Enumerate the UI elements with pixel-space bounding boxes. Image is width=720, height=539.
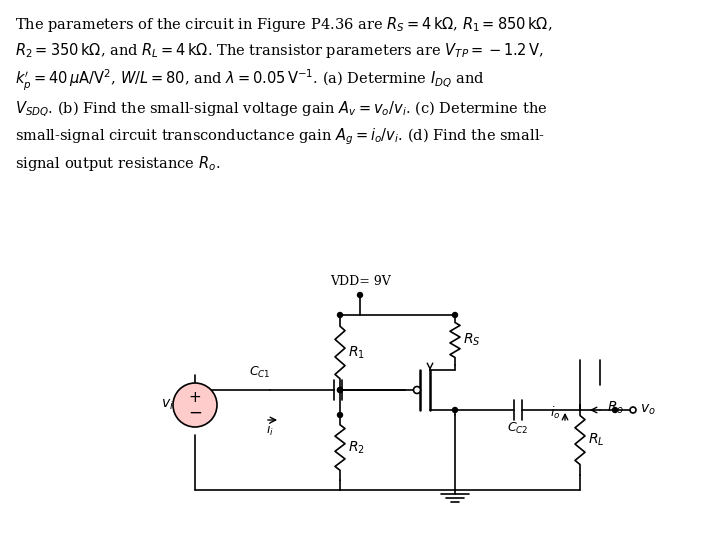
Circle shape <box>630 407 636 413</box>
Circle shape <box>338 388 343 392</box>
Circle shape <box>358 293 362 298</box>
Text: $R_1$: $R_1$ <box>348 344 365 361</box>
Text: $i_i$: $i_i$ <box>266 422 274 438</box>
Circle shape <box>452 313 457 317</box>
Circle shape <box>338 412 343 418</box>
Circle shape <box>338 388 343 392</box>
Circle shape <box>413 386 420 393</box>
Circle shape <box>452 407 457 412</box>
Text: $C_{C2}$: $C_{C2}$ <box>507 420 528 436</box>
Circle shape <box>173 383 217 427</box>
Circle shape <box>613 407 618 412</box>
Circle shape <box>338 313 343 317</box>
Text: VDD= 9V: VDD= 9V <box>330 275 390 288</box>
Text: $i_o$: $i_o$ <box>550 405 560 421</box>
Text: $C_{C1}$: $C_{C1}$ <box>249 364 271 379</box>
Text: $R_L$: $R_L$ <box>588 432 605 448</box>
Text: $R_o$: $R_o$ <box>607 400 624 416</box>
Text: $v_i$: $v_i$ <box>161 398 174 412</box>
Text: −: − <box>188 404 202 422</box>
Text: $R_S$: $R_S$ <box>463 332 480 348</box>
Text: The parameters of the circuit in Figure P4.36 are $R_S = 4\,\mathrm{k\Omega}$, $: The parameters of the circuit in Figure … <box>15 15 552 173</box>
Text: $v_o$: $v_o$ <box>640 403 656 417</box>
Text: +: + <box>189 390 202 405</box>
Text: $R_2$: $R_2$ <box>348 439 365 455</box>
